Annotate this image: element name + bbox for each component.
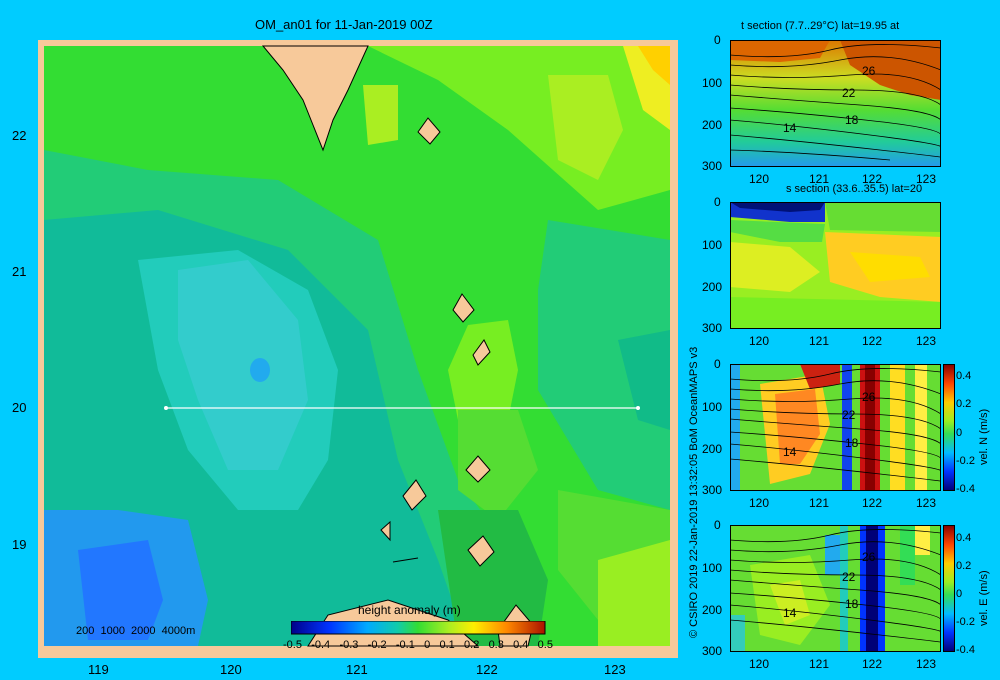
colorbar-tick: 0.5 xyxy=(537,639,553,651)
vn-depth-300: 300 xyxy=(702,483,723,497)
ve-label-26: 26 xyxy=(862,550,876,564)
vn-depth-0: 0 xyxy=(714,357,721,371)
vn-label-22: 22 xyxy=(842,408,856,422)
t-depth-200: 200 xyxy=(702,118,723,132)
vn-lon-121: 121 xyxy=(809,496,830,510)
ve-lon-120: 120 xyxy=(749,657,770,671)
t-label-14: 14 xyxy=(783,121,797,135)
colorbar-tick: 0.4 xyxy=(513,639,529,651)
lat-label-19: 19 xyxy=(12,537,27,552)
ve-cb-tick: 0 xyxy=(956,588,963,600)
lon-label-122: 122 xyxy=(476,662,498,677)
vn-cb-tick: 0.4 xyxy=(956,370,972,382)
vn-cb-tick: -0.2 xyxy=(956,455,975,467)
t-lon-120: 120 xyxy=(749,172,770,186)
lat-label-22: 22 xyxy=(12,128,27,143)
ve-section-plot xyxy=(730,525,941,652)
colorbar-tick: 0.1 xyxy=(439,639,455,651)
s-section-title: s section (33.6..35.5) lat=20 xyxy=(786,183,923,195)
ve-depth-100: 100 xyxy=(702,561,723,575)
s-lon-122: 122 xyxy=(862,334,883,348)
t-section-title: t section (7.7..29°C) lat=19.95 at xyxy=(741,20,900,32)
vn-lon-123: 123 xyxy=(916,496,937,510)
t-label-26: 26 xyxy=(862,64,876,78)
t-lon-121: 121 xyxy=(809,172,830,186)
colorbar xyxy=(291,621,546,635)
s-lon-123: 123 xyxy=(916,334,937,348)
vn-label-26: 26 xyxy=(862,390,876,404)
t-label-18: 18 xyxy=(845,113,859,127)
vn-colorbar xyxy=(943,364,955,491)
ve-label-18: 18 xyxy=(845,597,859,611)
ve-colorbar xyxy=(943,525,955,652)
lon-label-120: 120 xyxy=(220,662,242,677)
ve-depth-200: 200 xyxy=(702,603,723,617)
ve-lon-121: 121 xyxy=(809,657,830,671)
ve-label-22: 22 xyxy=(842,570,856,584)
s-lon-121: 121 xyxy=(809,334,830,348)
colorbar-ticks: -0.5 -0.4 -0.3 -0.2 -0.1 0 0.1 0.2 0.3 0… xyxy=(283,639,553,651)
t-section-plot xyxy=(730,40,941,167)
vn-depth-200: 200 xyxy=(702,442,723,456)
ve-lon-122: 122 xyxy=(862,657,883,671)
vn-label-18: 18 xyxy=(845,436,859,450)
colorbar-tick: -0.1 xyxy=(395,639,415,651)
colorbar-tick: -0.4 xyxy=(311,639,331,651)
ve-cb-tick: 0.2 xyxy=(956,560,972,572)
colorbar-tick: -0.3 xyxy=(339,639,359,651)
vn-lon-120: 120 xyxy=(749,496,770,510)
t-depth-100: 100 xyxy=(702,76,723,90)
colorbar-tick: -0.2 xyxy=(367,639,387,651)
s-depth-0: 0 xyxy=(714,195,721,209)
lon-label-123: 123 xyxy=(604,662,626,677)
ve-cb-tick: 0.4 xyxy=(956,532,972,544)
ve-cb-tick: -0.4 xyxy=(956,644,975,656)
vn-cb-tick: -0.4 xyxy=(956,483,975,495)
s-depth-300: 300 xyxy=(702,321,723,335)
credit-text: © CSIRO 2019 22-Jan-2019 13:32:05 BoM Oc… xyxy=(688,346,700,638)
ve-colorbar-label: vel. E (m/s) xyxy=(978,570,990,626)
vn-colorbar-label: vel. N (m/s) xyxy=(978,408,990,465)
section-line xyxy=(164,406,640,410)
ve-lon-123: 123 xyxy=(916,657,937,671)
colorbar-title: height anomaly (m) xyxy=(358,603,461,617)
t-depth-0: 0 xyxy=(714,33,721,47)
t-lon-123: 123 xyxy=(916,172,937,186)
t-depth-300: 300 xyxy=(702,159,723,173)
map-plot xyxy=(38,40,678,658)
lat-label-21: 21 xyxy=(12,264,27,279)
depth-contour-legend: 200 1000 2000 4000m xyxy=(76,625,196,637)
colorbar-tick: 0.3 xyxy=(488,639,504,651)
t-lon-122: 122 xyxy=(862,172,883,186)
lon-label-121: 121 xyxy=(346,662,368,677)
ve-depth-300: 300 xyxy=(702,644,723,658)
s-lon-120: 120 xyxy=(749,334,770,348)
vn-label-14: 14 xyxy=(783,445,797,459)
vn-cb-tick: 0.2 xyxy=(956,398,972,410)
s-section-plot xyxy=(730,202,941,329)
vn-section-plot xyxy=(730,364,941,491)
ve-depth-0: 0 xyxy=(714,518,721,532)
map-title: OM_an01 for 11-Jan-2019 00Z xyxy=(255,17,433,32)
s-depth-200: 200 xyxy=(702,280,723,294)
colorbar-tick: 0.2 xyxy=(464,639,480,651)
vn-cb-tick: 0 xyxy=(956,427,963,439)
vn-depth-100: 100 xyxy=(702,400,723,414)
ve-cb-tick: -0.2 xyxy=(956,616,975,628)
colorbar-tick: 0 xyxy=(424,639,431,651)
t-label-22: 22 xyxy=(842,86,856,100)
lon-label-119: 119 xyxy=(88,662,109,677)
lat-label-20: 20 xyxy=(12,400,27,415)
vn-lon-122: 122 xyxy=(862,496,883,510)
s-depth-100: 100 xyxy=(702,238,723,252)
colorbar-tick: -0.5 xyxy=(283,639,302,651)
ve-label-14: 14 xyxy=(783,606,797,620)
